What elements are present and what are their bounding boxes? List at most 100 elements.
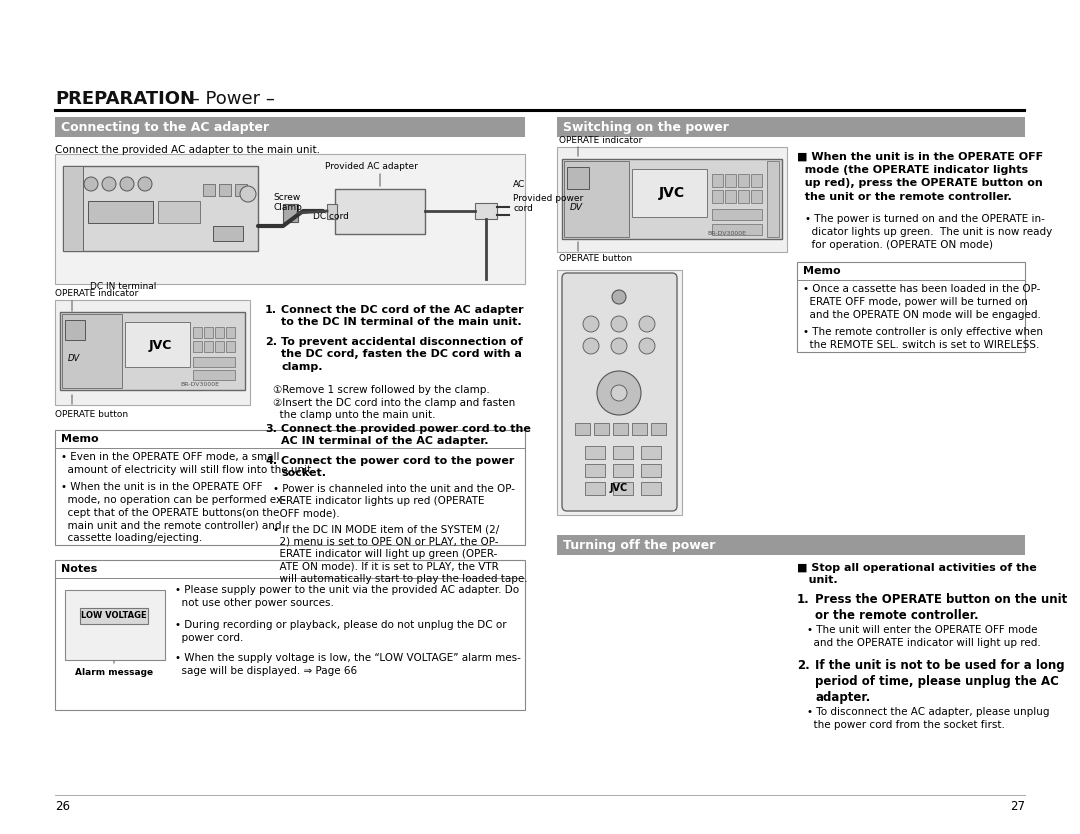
Text: BR-DV3000E: BR-DV3000E — [180, 382, 219, 387]
Circle shape — [583, 338, 599, 354]
Text: Memo: Memo — [60, 434, 98, 444]
Bar — [65, 590, 165, 660]
Bar — [283, 204, 298, 222]
Bar — [651, 423, 666, 435]
Bar — [585, 464, 605, 477]
Text: • When the unit is in the OPERATE OFF
  mode, no operation can be performed ex-
: • When the unit is in the OPERATE OFF mo… — [60, 482, 286, 543]
Bar — [642, 482, 661, 495]
Text: 4.: 4. — [265, 456, 278, 466]
Text: ①Remove 1 screw followed by the clamp.: ①Remove 1 screw followed by the clamp. — [273, 385, 489, 395]
Bar — [55, 117, 525, 137]
Bar — [557, 535, 1025, 555]
Circle shape — [611, 385, 627, 401]
Bar — [585, 482, 605, 495]
Bar — [767, 161, 779, 237]
Bar — [712, 209, 762, 220]
Bar — [613, 482, 633, 495]
Text: DV: DV — [68, 354, 80, 363]
Bar — [562, 159, 782, 239]
Bar — [158, 201, 200, 223]
Text: OPERATE button: OPERATE button — [55, 410, 129, 419]
Text: Notes: Notes — [60, 564, 97, 574]
Bar — [475, 203, 497, 219]
Text: ■ Stop all operational activities of the
   unit.: ■ Stop all operational activities of the… — [797, 563, 1037, 585]
Text: BR-DV3000E: BR-DV3000E — [707, 231, 746, 236]
Bar — [557, 270, 681, 515]
Text: ■ When the unit is in the OPERATE OFF
  mode (the OPERATE indicator lights
  up : ■ When the unit is in the OPERATE OFF mo… — [797, 152, 1043, 202]
Circle shape — [102, 177, 116, 191]
Text: 3.: 3. — [265, 424, 276, 434]
Text: OPERATE indicator: OPERATE indicator — [55, 289, 138, 298]
Text: JVC: JVC — [659, 186, 685, 200]
Text: OPERATE indicator: OPERATE indicator — [559, 136, 643, 145]
Bar — [125, 322, 190, 367]
Circle shape — [639, 316, 654, 332]
Text: Connect the power cord to the power
socket.: Connect the power cord to the power sock… — [281, 456, 514, 479]
Bar — [55, 560, 525, 710]
Text: • The unit will enter the OPERATE OFF mode
  and the OPERATE indicator will ligh: • The unit will enter the OPERATE OFF mo… — [807, 625, 1041, 648]
Bar — [235, 184, 247, 196]
Bar — [642, 464, 661, 477]
Bar — [327, 204, 337, 219]
Circle shape — [240, 186, 256, 202]
Bar — [193, 370, 235, 380]
Bar — [55, 300, 249, 405]
Bar — [62, 314, 122, 388]
Text: Alarm message: Alarm message — [75, 668, 153, 677]
Text: To prevent accidental disconnection of
the DC cord, fasten the DC cord with a
cl: To prevent accidental disconnection of t… — [281, 337, 523, 372]
Text: Provided power
cord: Provided power cord — [513, 194, 583, 214]
Text: Screw: Screw — [273, 193, 300, 202]
Text: Connect the provided AC adapter to the main unit.: Connect the provided AC adapter to the m… — [55, 145, 320, 155]
FancyBboxPatch shape — [562, 273, 677, 511]
Text: Press the OPERATE button on the unit
or the remote controller.: Press the OPERATE button on the unit or … — [815, 593, 1067, 622]
Bar — [213, 226, 243, 241]
Circle shape — [639, 338, 654, 354]
Bar — [80, 608, 148, 624]
Bar — [725, 174, 735, 187]
Bar — [226, 327, 235, 338]
Bar — [203, 184, 215, 196]
Bar — [215, 341, 224, 352]
Bar — [642, 446, 661, 459]
Text: 26: 26 — [55, 800, 70, 813]
Text: 27: 27 — [1010, 800, 1025, 813]
Bar — [564, 161, 629, 237]
Circle shape — [68, 323, 82, 337]
Text: 1.: 1. — [265, 305, 276, 315]
Text: 2.: 2. — [797, 659, 810, 672]
Bar — [65, 320, 85, 340]
Bar — [335, 189, 426, 234]
Text: Connect the provided power cord to the
AC IN terminal of the AC adapter.: Connect the provided power cord to the A… — [281, 424, 531, 446]
Bar — [567, 167, 589, 189]
Bar — [712, 224, 762, 235]
Text: Connecting to the AC adapter: Connecting to the AC adapter — [60, 120, 269, 133]
Text: JVC: JVC — [610, 483, 629, 493]
Text: Turning off the power: Turning off the power — [563, 539, 715, 551]
Bar — [797, 262, 1025, 352]
Circle shape — [84, 177, 98, 191]
Circle shape — [611, 316, 627, 332]
Text: DV: DV — [570, 203, 583, 212]
Circle shape — [612, 290, 626, 304]
Bar — [613, 464, 633, 477]
Bar — [575, 423, 590, 435]
Text: • The remote controller is only effective when
  the REMOTE SEL. switch is set t: • The remote controller is only effectiv… — [804, 327, 1043, 349]
Bar — [557, 117, 1025, 137]
Bar — [55, 154, 525, 284]
Bar — [613, 446, 633, 459]
Text: JVC: JVC — [148, 339, 172, 351]
Circle shape — [570, 170, 586, 186]
Bar — [87, 201, 153, 223]
Text: Switching on the power: Switching on the power — [563, 120, 729, 133]
Text: • Even in the OPERATE OFF mode, a small
  amount of electricity will still flow : • Even in the OPERATE OFF mode, a small … — [60, 452, 314, 475]
Text: • Once a cassette has been loaded in the OP-
  ERATE OFF mode, power will be tur: • Once a cassette has been loaded in the… — [804, 284, 1041, 319]
Circle shape — [120, 177, 134, 191]
Bar — [751, 190, 762, 203]
Text: AC: AC — [513, 179, 525, 188]
Bar — [585, 446, 605, 459]
Text: Provided AC adapter: Provided AC adapter — [325, 162, 418, 171]
Bar — [204, 327, 213, 338]
Text: DC IN terminal: DC IN terminal — [90, 282, 157, 291]
Bar — [204, 341, 213, 352]
Text: 1.: 1. — [797, 593, 810, 606]
